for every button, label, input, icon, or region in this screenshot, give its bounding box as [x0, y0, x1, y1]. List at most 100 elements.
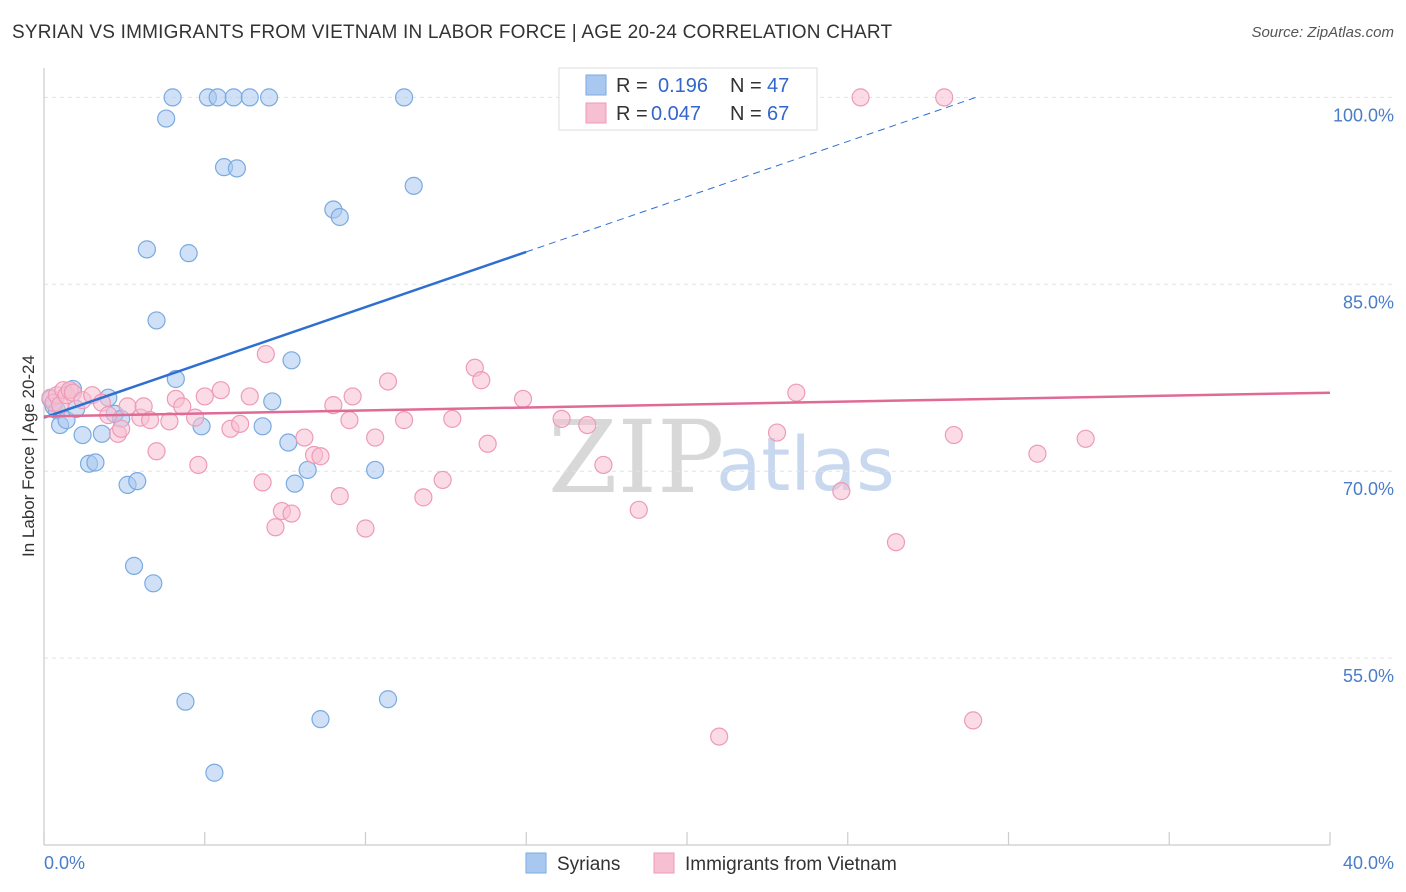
y-tick-label-3: 55.0% — [1343, 666, 1394, 686]
vietnam-point-55 — [629, 500, 648, 519]
syrians-point-23 — [176, 692, 195, 711]
vietnam-point-61 — [851, 88, 870, 107]
vietnam-point-23 — [189, 455, 208, 475]
syrians-point-33 — [253, 417, 272, 436]
vietnam-points — [41, 88, 1095, 746]
vietnam-point-65 — [964, 711, 983, 730]
vietnam-point-49 — [472, 371, 491, 390]
syrians-point-17 — [137, 240, 156, 259]
vietnam-point-18 — [147, 442, 166, 461]
y-axis-label: In Labor Force | Age 20-24 — [19, 355, 38, 557]
series-legend: Syrians Immigrants from Vietnam — [525, 852, 897, 875]
watermark-atlas: atlas — [716, 422, 895, 508]
vietnam-point-63 — [935, 88, 954, 107]
syrians-point-44 — [378, 690, 398, 709]
vietnam-point-13 — [112, 419, 131, 438]
chart-title: SYRIAN VS IMMIGRANTS FROM VIETNAM IN LAB… — [12, 22, 893, 43]
vietnam-point-24 — [195, 387, 214, 406]
x-tick-label-min: 0.0% — [44, 853, 85, 873]
vietnam-r-label: R = — [616, 103, 648, 125]
vietnam-point-54 — [594, 455, 613, 475]
syrians-trend-extension — [526, 96, 977, 253]
vietnam-point-64 — [944, 425, 963, 445]
y-tick-labels: 100.0% 85.0% 70.0% 55.0% — [1333, 105, 1394, 686]
syrians-r-label: R = — [616, 75, 648, 97]
y-tick-label-0: 100.0% — [1333, 105, 1394, 125]
vietnam-point-44 — [394, 411, 414, 430]
vietnam-point-47 — [443, 409, 462, 428]
vietnam-point-27 — [231, 414, 250, 433]
x-tick-marks — [43, 832, 1331, 845]
vietnam-point-50 — [478, 434, 497, 453]
syrians-point-7 — [73, 425, 92, 445]
vietnam-point-51 — [513, 389, 533, 409]
vietnam-point-37 — [324, 396, 343, 415]
syrians-point-37 — [282, 351, 301, 370]
vietnam-point-34 — [295, 428, 314, 447]
vietnam-point-36 — [311, 447, 330, 466]
legend-syrians-label: Syrians — [557, 854, 620, 875]
syrians-point-15 — [128, 472, 147, 491]
trend-lines — [43, 96, 1331, 419]
syrians-point-19 — [147, 311, 166, 330]
vietnam-point-40 — [343, 387, 362, 406]
vietnam-point-30 — [256, 344, 275, 364]
vietnam-point-39 — [340, 411, 359, 430]
syrians-point-27 — [205, 763, 224, 782]
syrians-point-38 — [285, 474, 304, 493]
vietnam-n-label: N = — [730, 103, 762, 125]
vietnam-point-28 — [240, 387, 259, 406]
x-tick-label-max: 40.0% — [1343, 853, 1394, 873]
syrians-point-32 — [240, 88, 259, 107]
vietnam-point-46 — [433, 470, 452, 490]
syrians-point-45 — [394, 88, 414, 107]
syrians-point-20 — [157, 109, 176, 128]
vietnam-n-value: 67 — [767, 103, 789, 125]
syrians-n-label: N = — [730, 75, 762, 97]
vietnam-point-43 — [378, 372, 398, 391]
syrians-point-40 — [311, 710, 330, 729]
syrians-point-9 — [86, 453, 105, 472]
syrians-r-value: 0.196 — [658, 75, 708, 97]
syrians-point-28 — [208, 88, 227, 107]
vietnam-point-25 — [211, 381, 230, 400]
vietnam-point-57 — [710, 727, 729, 746]
syrians-point-30 — [224, 88, 243, 107]
vietnam-point-62 — [886, 533, 906, 552]
syrians-point-43 — [366, 460, 385, 480]
vietnam-point-60 — [832, 482, 851, 501]
vietnam-point-38 — [330, 487, 349, 506]
vietnam-point-67 — [1076, 429, 1095, 448]
vietnam-point-52 — [552, 409, 571, 428]
y-tick-label-1: 85.0% — [1343, 292, 1394, 312]
vietnam-point-58 — [767, 423, 787, 442]
chart-source: Source: ZipAtlas.com — [1251, 24, 1394, 41]
syrians-point-34 — [259, 88, 279, 107]
syrians-point-46 — [404, 176, 423, 195]
vietnam-point-42 — [366, 428, 385, 447]
syrians-point-31 — [227, 159, 246, 178]
syrians-trend-line — [43, 250, 527, 419]
vietnam-point-33 — [282, 504, 301, 523]
syrians-point-10 — [92, 424, 111, 443]
vietnam-point-22 — [186, 408, 205, 427]
syrians-point-39 — [298, 460, 317, 480]
syrians-n-value: 47 — [767, 75, 789, 97]
vietnam-point-41 — [356, 519, 375, 538]
watermark-zip: ZIP — [548, 399, 724, 516]
stats-legend: R = 0.196 N = 47 R = 0.047 N = 67 — [558, 67, 818, 131]
legend-vietnam-swatch — [653, 852, 675, 874]
syrians-point-35 — [263, 392, 282, 411]
legend-syrians-swatch — [525, 852, 547, 874]
vietnam-point-66 — [1028, 444, 1047, 463]
y-tick-label-2: 70.0% — [1343, 479, 1394, 499]
vietnam-legend-swatch — [585, 102, 607, 124]
vietnam-point-17 — [140, 411, 160, 430]
syrians-point-18 — [144, 574, 163, 593]
syrians-legend-swatch — [585, 74, 607, 96]
syrians-point-36 — [279, 433, 298, 452]
vietnam-point-59 — [787, 383, 806, 402]
gridlines — [44, 96, 1394, 659]
syrians-point-42 — [330, 207, 349, 227]
